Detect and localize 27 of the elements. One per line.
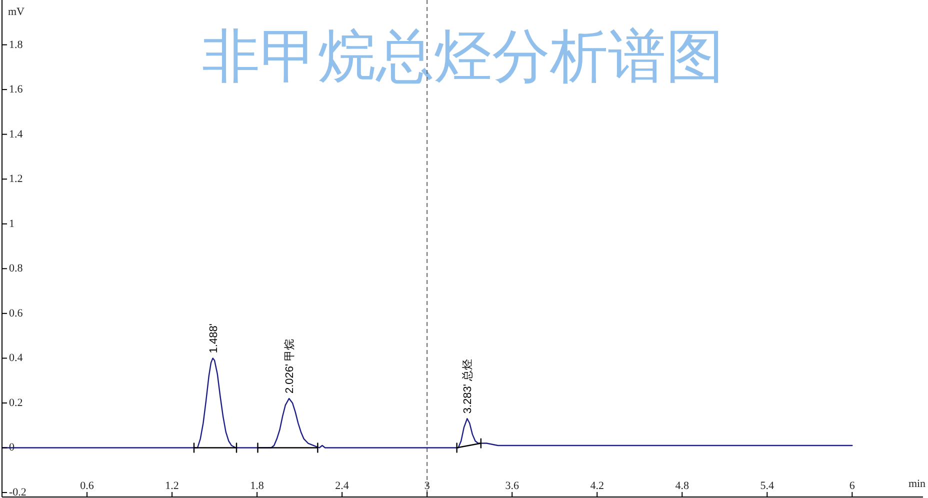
annotation: 1.488' <box>208 324 220 354</box>
y-tick-label: 0.8 <box>9 262 24 275</box>
x-tick-label: 0.6 <box>80 480 94 492</box>
y-tick-label: 1.2 <box>9 173 23 186</box>
x-tick-label: 1.8 <box>250 480 264 492</box>
y-tick-label: 0.2 <box>9 396 23 409</box>
y-tick-label: 1.4 <box>9 128 24 140</box>
y-tick-label: 1.8 <box>9 38 24 51</box>
y-tick-label: 0.6 <box>9 307 24 320</box>
annotation: 3.283' 总烃 <box>461 358 474 414</box>
x-tick-label: 5.4 <box>760 480 775 492</box>
x-tick-label: 6 <box>849 480 856 492</box>
x-tick-label: 3 <box>424 480 430 492</box>
chart-title: 非甲烷总烃分析谱图 <box>202 22 724 90</box>
x-axis-title: min <box>908 478 926 490</box>
y-tick-label: 0.4 <box>9 352 24 364</box>
y-tick-label: 1 <box>9 218 14 230</box>
x-tick-label: 4.2 <box>590 480 604 492</box>
y-tick-label: 1.6 <box>9 84 24 96</box>
y-tick-label: -0.2 <box>9 486 26 498</box>
line-series <box>456 438 482 453</box>
x-tick-label: 1.2 <box>165 480 179 492</box>
x-tick-label: 4.8 <box>675 480 690 492</box>
annotation: 2.026' 甲烷 <box>283 338 296 394</box>
x-tick-label: 3.6 <box>505 480 520 492</box>
x-tick-label: 2.4 <box>335 480 350 492</box>
y-axis-title: mV <box>8 6 25 18</box>
